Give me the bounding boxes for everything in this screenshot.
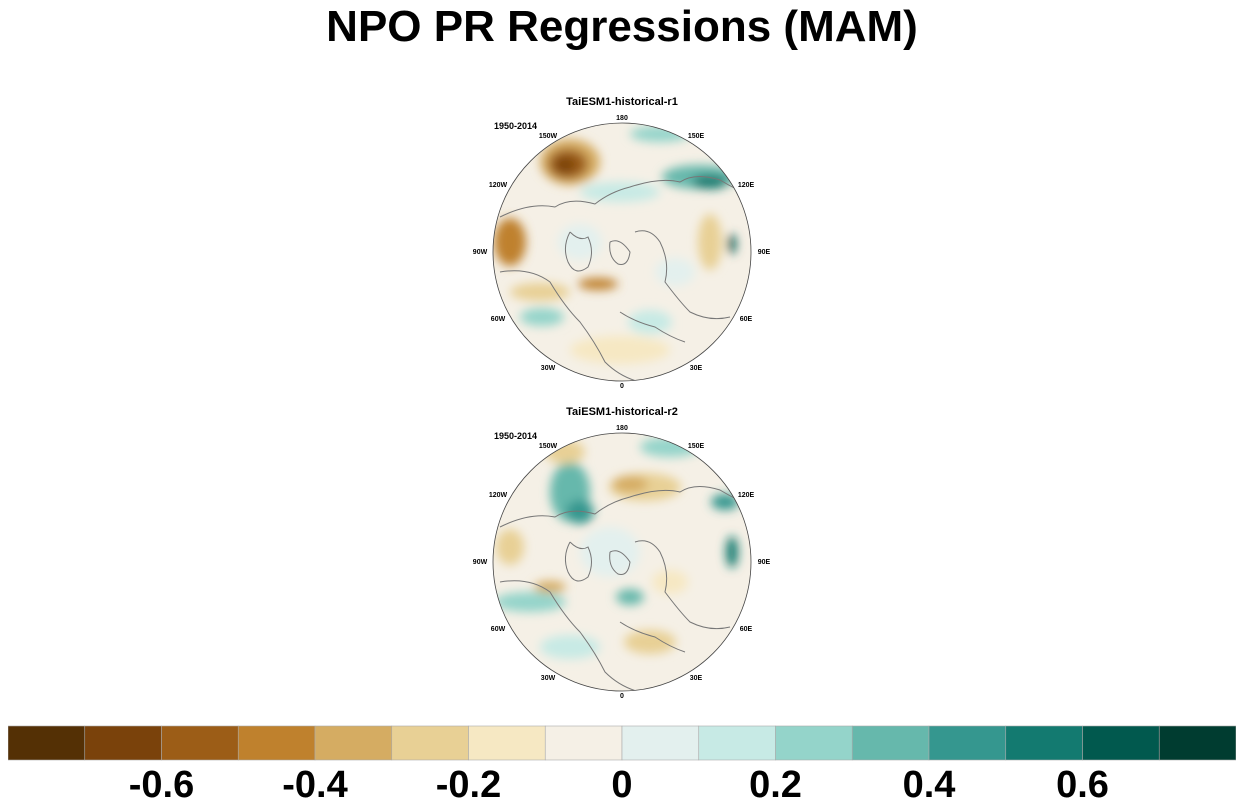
lon-label: 90E bbox=[758, 249, 771, 256]
colorbar-swatch bbox=[928, 725, 1007, 761]
colorbar-swatch bbox=[621, 725, 700, 761]
lon-label: 120E bbox=[738, 492, 755, 499]
coastlines bbox=[499, 176, 751, 381]
colorbar-swatch bbox=[851, 725, 930, 761]
colorbar-swatch bbox=[468, 725, 546, 761]
lon-label: 90W bbox=[473, 559, 488, 566]
map-boundary bbox=[492, 122, 752, 382]
map-panel-r1: 180 150E 120E 90E 60E 30E 0 30W 60W 90W … bbox=[470, 92, 774, 392]
lon-label: 30E bbox=[690, 675, 703, 682]
longitude-labels: 180 150E 120E 90E 60E 30E 0 30W 60W 90W … bbox=[473, 115, 771, 390]
panel-title: TaiESM1-historical-r2 bbox=[566, 406, 678, 418]
lon-label: 120E bbox=[738, 182, 755, 189]
colorbar-swatch bbox=[698, 725, 776, 761]
polar-map-r1: 180 150E 120E 90E 60E 30E 0 30W 60W 90W … bbox=[473, 115, 771, 390]
colorbar-swatch bbox=[1158, 725, 1236, 761]
colorbar-swatch bbox=[161, 725, 239, 761]
lon-label: 150E bbox=[688, 443, 705, 450]
lon-label: 90W bbox=[473, 249, 488, 256]
colorbar-tick-label: -0.2 bbox=[435, 764, 502, 806]
colorbar-swatch bbox=[314, 725, 393, 761]
lon-label: 60E bbox=[740, 626, 753, 633]
lon-label: 0 bbox=[620, 383, 624, 390]
lon-label: 150W bbox=[539, 133, 558, 140]
colorbar-tick-labels: -0.6 -0.4 -0.2 0 0.2 0.4 0.6 bbox=[0, 760, 1244, 807]
longitude-labels: 180 150E 120E 90E 60E 30E 0 30W 60W 90W … bbox=[473, 425, 771, 700]
colorbar-tick-label: -0.6 bbox=[128, 764, 195, 806]
lon-label: 150W bbox=[539, 443, 558, 450]
colorbar-swatch bbox=[84, 725, 162, 761]
colorbar-tick-label: 0 bbox=[611, 764, 633, 806]
lon-label: 90E bbox=[758, 559, 771, 566]
colorbar-tick-label: -0.4 bbox=[282, 764, 348, 806]
coastlines bbox=[499, 486, 751, 691]
period-label: 1950-2014 bbox=[494, 431, 538, 441]
precip-anomaly-field bbox=[494, 126, 738, 364]
lon-label: 120W bbox=[489, 182, 508, 189]
lon-label: 150E bbox=[688, 133, 705, 140]
colorbar-tick-label: 0.6 bbox=[1056, 764, 1109, 806]
colorbar-tick-label: 0.2 bbox=[749, 764, 802, 806]
lon-label: 60E bbox=[740, 316, 753, 323]
polar-map-r2: 180 150E 120E 90E 60E 30E 0 30W 60W 90W … bbox=[473, 425, 771, 700]
colorbar-swatch bbox=[237, 725, 316, 761]
lon-label: 30W bbox=[541, 365, 556, 372]
colorbar-swatch bbox=[1082, 725, 1160, 761]
period-label: 1950-2014 bbox=[494, 121, 538, 131]
panel-title: TaiESM1-historical-r1 bbox=[566, 96, 678, 108]
map-panel-r2: 180 150E 120E 90E 60E 30E 0 30W 60W 90W … bbox=[470, 402, 774, 702]
colorbar-swatch bbox=[391, 725, 469, 761]
colorbar-tick-label: 0.4 bbox=[902, 764, 956, 806]
lon-label: 30E bbox=[690, 365, 703, 372]
lon-label: 0 bbox=[620, 693, 624, 700]
colorbar-swatch bbox=[544, 725, 623, 761]
lon-label: 180 bbox=[616, 115, 628, 122]
lon-label: 60W bbox=[491, 626, 506, 633]
lon-label: 30W bbox=[541, 675, 556, 682]
colorbar-swatch bbox=[1005, 725, 1083, 761]
colorbar-swatch bbox=[8, 725, 86, 761]
lon-label: 120W bbox=[489, 492, 508, 499]
lon-label: 60W bbox=[491, 316, 506, 323]
map-boundary bbox=[492, 432, 752, 692]
colorbar-swatch bbox=[775, 725, 853, 761]
lon-label: 180 bbox=[616, 425, 628, 432]
colorbar bbox=[8, 725, 1236, 761]
figure-title: NPO PR Regressions (MAM) bbox=[326, 2, 918, 51]
